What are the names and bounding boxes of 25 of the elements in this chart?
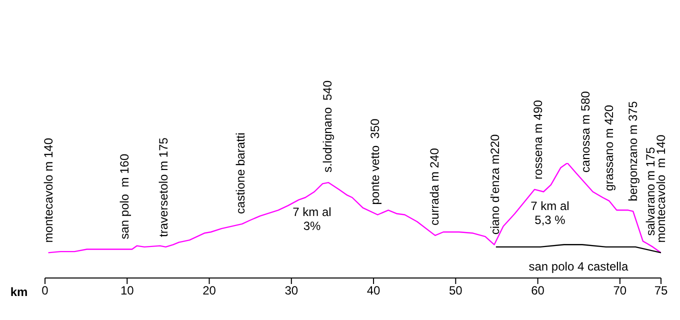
annotation: s.lodrignano 540 <box>320 80 335 173</box>
x-tick-label: 0 <box>42 284 49 298</box>
series-label: san polo 4 castella <box>528 260 628 274</box>
annotation: castione baratti <box>233 132 248 214</box>
annotation: currada m 240 <box>427 148 442 226</box>
x-tick-label: 40 <box>366 284 381 298</box>
x-tick-label: 50 <box>448 284 463 298</box>
x-tick-label: 30 <box>284 284 298 298</box>
x-tick-label: 70 <box>613 284 627 298</box>
annotation: rossena m 490 <box>530 100 545 180</box>
annotation: montecavolo m 140 <box>41 138 56 243</box>
x-tick-label: 10 <box>120 284 134 298</box>
annotation: traversetolo m 175 <box>156 137 170 237</box>
annotation: grassano m 420 <box>602 104 616 191</box>
annotation: 7 km al 3% <box>292 205 332 233</box>
x-tick-label: 20 <box>202 284 216 298</box>
annotation: canossa m 580 <box>578 90 592 173</box>
x-axis-title: km <box>10 285 28 299</box>
annotation: 7 km al 5,3 % <box>530 199 570 227</box>
x-tick-label: 60 <box>531 284 545 298</box>
annotation: san polo m 160 <box>118 154 132 240</box>
x-tick-label: 75 <box>654 284 668 298</box>
annotation: ponte vetto 350 <box>368 118 382 205</box>
annotation: ciano d'enza m220 <box>488 134 502 235</box>
annotation: bergonzano m 375 <box>626 100 640 202</box>
